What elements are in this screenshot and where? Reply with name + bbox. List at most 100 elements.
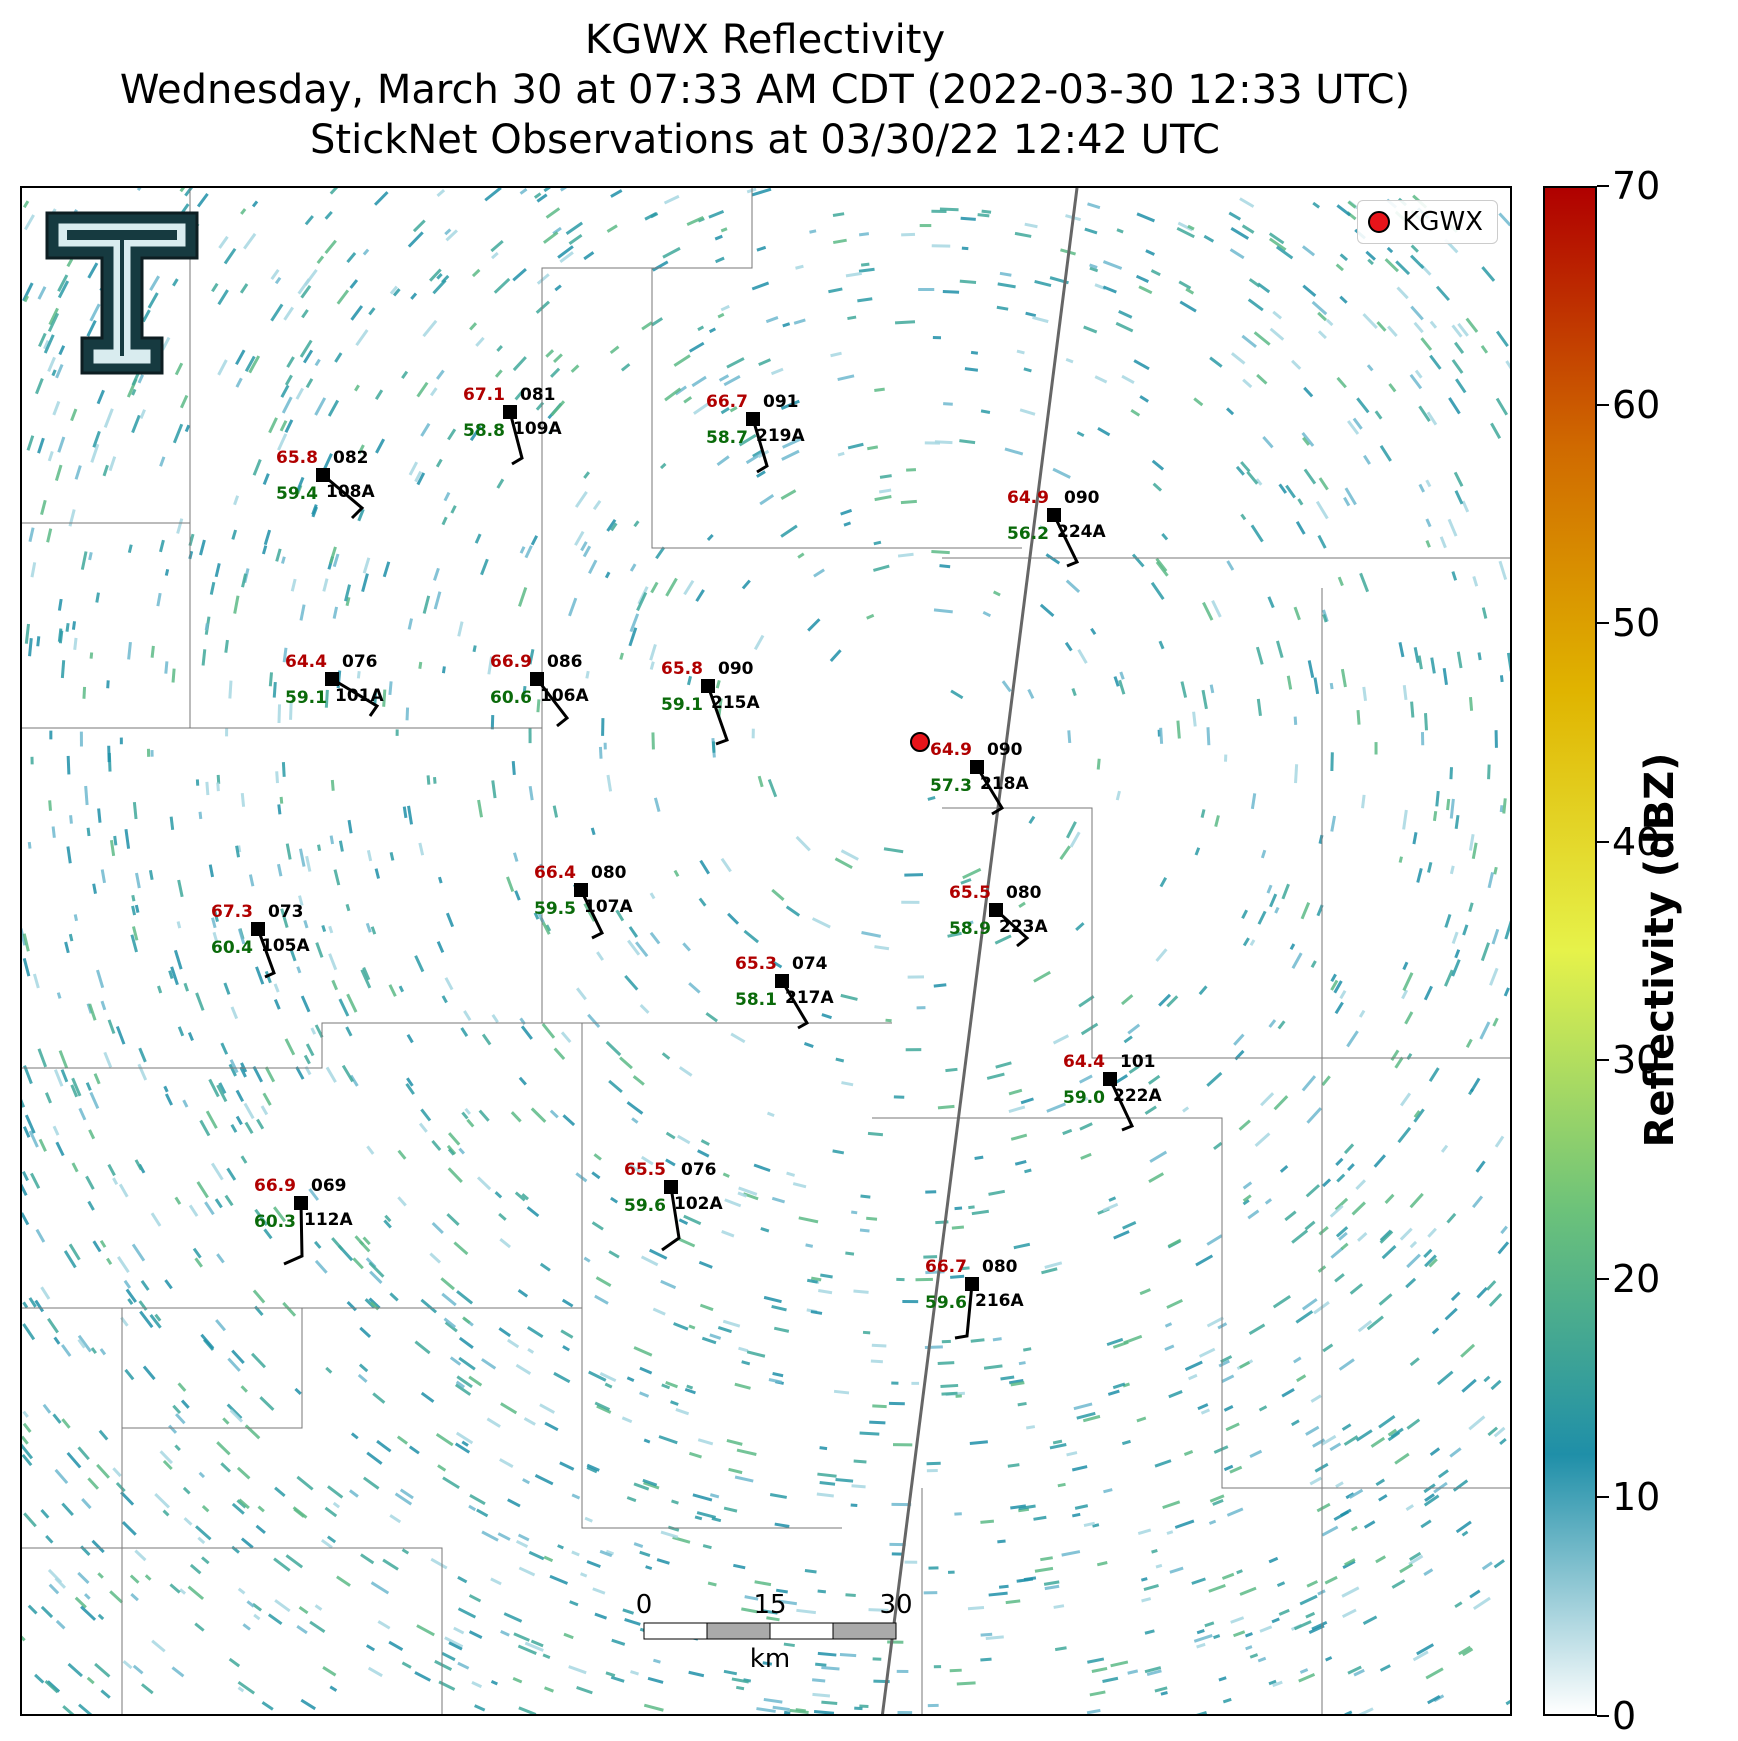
echo-speck xyxy=(724,1198,742,1208)
echo-speck xyxy=(867,1131,884,1137)
echo-speck xyxy=(770,959,783,969)
echo-speck xyxy=(327,1485,344,1499)
echo-speck xyxy=(1457,322,1469,337)
echo-speck xyxy=(1145,249,1155,256)
echo-speck xyxy=(671,1499,679,1505)
echo-speck xyxy=(1317,1589,1326,1596)
echo-speck xyxy=(74,465,82,480)
echo-speck xyxy=(1341,1423,1352,1431)
echo-speck xyxy=(723,1669,738,1676)
echo-speck xyxy=(1305,1425,1320,1436)
echo-speck xyxy=(1302,436,1311,446)
echo-speck xyxy=(1423,985,1433,1001)
echo-speck xyxy=(1460,1343,1476,1358)
echo-speck xyxy=(560,1329,574,1339)
echo-speck xyxy=(140,1280,150,1291)
echo-speck xyxy=(1245,1645,1253,1651)
echo-speck xyxy=(517,1644,537,1655)
echo-speck xyxy=(468,1594,482,1603)
station-temperature: 66.9 xyxy=(490,652,532,672)
echo-speck xyxy=(1161,532,1169,541)
echo-speck xyxy=(1449,865,1455,875)
echo-speck xyxy=(1193,1633,1213,1643)
echo-speck xyxy=(1350,1525,1358,1532)
echo-speck xyxy=(469,1493,486,1506)
echo-speck xyxy=(397,1149,407,1160)
echo-speck xyxy=(587,1013,601,1029)
station-marker xyxy=(970,760,984,774)
echo-speck xyxy=(134,1549,147,1562)
county-line xyxy=(22,1547,443,1714)
echo-speck xyxy=(1193,397,1204,407)
echo-speck xyxy=(1298,1673,1316,1683)
echo-speck xyxy=(1447,518,1458,537)
echo-speck xyxy=(99,1348,107,1356)
echo-speck xyxy=(73,914,79,922)
echo-speck xyxy=(134,904,140,913)
echo-speck xyxy=(66,846,72,864)
echo-speck xyxy=(807,618,821,632)
echo-speck xyxy=(726,1439,743,1446)
echo-speck xyxy=(1352,417,1363,430)
echo-speck xyxy=(1336,1173,1346,1183)
echo-speck xyxy=(338,998,350,1017)
echo-speck xyxy=(574,530,585,546)
echo-speck xyxy=(832,238,847,245)
echo-speck xyxy=(174,1444,181,1452)
echo-speck xyxy=(1260,1092,1275,1107)
echo-speck xyxy=(392,288,401,297)
echo-speck xyxy=(1346,420,1360,435)
echo-speck xyxy=(1108,1196,1117,1202)
echo-speck xyxy=(1472,1596,1491,1611)
echo-speck xyxy=(511,760,516,776)
echo-speck xyxy=(407,618,413,630)
echo-speck xyxy=(1404,1011,1414,1025)
echo-speck xyxy=(1053,1604,1065,1609)
colorbar-tick xyxy=(1597,185,1609,187)
echo-speck xyxy=(300,1698,316,1711)
echo-speck xyxy=(362,557,371,574)
echo-speck xyxy=(1221,1374,1235,1383)
echo-speck xyxy=(458,1356,476,1371)
echo-speck xyxy=(316,255,325,264)
echo-speck xyxy=(1155,557,1168,573)
echo-speck xyxy=(1248,1323,1266,1335)
echo-speck xyxy=(1318,834,1324,844)
echo-speck xyxy=(332,553,340,568)
echo-speck xyxy=(1238,1119,1251,1131)
echo-speck xyxy=(22,1453,33,1467)
echo-speck xyxy=(1338,1358,1355,1371)
echo-speck xyxy=(331,979,339,991)
echo-speck xyxy=(606,774,613,792)
echo-speck xyxy=(1461,1647,1474,1657)
echo-speck xyxy=(87,262,99,279)
echo-speck xyxy=(512,852,519,862)
echo-speck xyxy=(96,389,105,405)
echo-speck xyxy=(62,1705,76,1714)
echo-speck xyxy=(522,685,527,698)
echo-speck xyxy=(1166,1298,1183,1309)
radar-map[interactable]: 67.1 081 58.8 109A 66.7 091 58.7 219A 65.8 082 59.… xyxy=(20,186,1512,1716)
echo-speck xyxy=(38,332,47,348)
echo-speck xyxy=(226,1167,237,1181)
echo-speck xyxy=(240,1155,248,1164)
echo-speck xyxy=(733,1563,746,1570)
echo-speck xyxy=(1344,487,1357,506)
station-id: 107A xyxy=(584,897,633,917)
